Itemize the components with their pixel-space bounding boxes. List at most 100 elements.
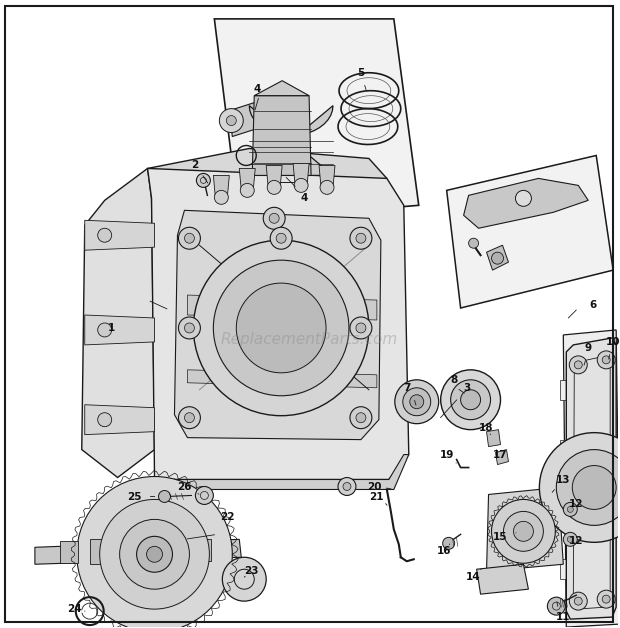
Circle shape — [572, 465, 616, 509]
Circle shape — [215, 190, 228, 204]
Polygon shape — [487, 430, 500, 447]
Text: 14: 14 — [466, 572, 481, 582]
Polygon shape — [239, 168, 255, 190]
Circle shape — [213, 260, 349, 396]
Polygon shape — [197, 539, 211, 561]
Polygon shape — [187, 370, 377, 387]
Circle shape — [219, 109, 243, 133]
Circle shape — [567, 506, 574, 512]
Circle shape — [179, 317, 200, 339]
Text: 15: 15 — [494, 533, 508, 543]
Circle shape — [597, 351, 615, 369]
Text: 4: 4 — [301, 193, 308, 203]
Polygon shape — [254, 81, 309, 95]
Circle shape — [184, 413, 195, 423]
Circle shape — [492, 252, 503, 264]
Circle shape — [241, 183, 254, 197]
Text: 17: 17 — [493, 450, 508, 460]
Polygon shape — [477, 564, 528, 594]
Text: 10: 10 — [606, 337, 620, 347]
Circle shape — [403, 387, 431, 416]
Polygon shape — [487, 245, 508, 270]
Text: 9: 9 — [585, 343, 592, 353]
Text: ReplacementParts.com: ReplacementParts.com — [221, 332, 397, 347]
Bar — [560, 380, 572, 400]
Circle shape — [441, 370, 500, 430]
Text: 22: 22 — [220, 512, 234, 522]
Circle shape — [184, 323, 195, 333]
Text: 24: 24 — [68, 604, 82, 614]
Circle shape — [179, 407, 200, 429]
Polygon shape — [487, 487, 564, 571]
Circle shape — [193, 241, 369, 416]
Text: 5: 5 — [357, 68, 365, 78]
Circle shape — [98, 228, 112, 242]
Circle shape — [602, 595, 610, 603]
Text: 21: 21 — [370, 492, 384, 502]
Circle shape — [136, 536, 172, 572]
Circle shape — [350, 227, 372, 249]
Text: 1: 1 — [108, 323, 115, 333]
Circle shape — [410, 395, 423, 409]
Circle shape — [574, 361, 582, 369]
Circle shape — [569, 592, 587, 610]
Circle shape — [236, 283, 326, 373]
Circle shape — [515, 190, 531, 207]
Polygon shape — [252, 95, 311, 175]
Circle shape — [513, 521, 533, 541]
Bar — [600, 380, 612, 400]
Circle shape — [179, 227, 200, 249]
Circle shape — [226, 116, 236, 126]
Polygon shape — [249, 106, 333, 175]
Circle shape — [569, 356, 587, 374]
Text: 11: 11 — [556, 612, 570, 622]
Polygon shape — [90, 539, 108, 564]
Text: 4: 4 — [254, 84, 261, 94]
Circle shape — [184, 233, 195, 243]
Circle shape — [320, 180, 334, 194]
Circle shape — [338, 477, 356, 495]
Polygon shape — [229, 102, 257, 136]
Text: 25: 25 — [127, 492, 142, 502]
Polygon shape — [566, 338, 616, 619]
Circle shape — [356, 413, 366, 423]
Text: 19: 19 — [440, 450, 454, 460]
Polygon shape — [464, 178, 588, 228]
Circle shape — [564, 502, 577, 516]
Circle shape — [223, 557, 266, 601]
Text: 20: 20 — [366, 482, 381, 492]
Circle shape — [469, 238, 479, 248]
Circle shape — [77, 477, 232, 628]
Circle shape — [197, 173, 210, 187]
Polygon shape — [293, 163, 309, 185]
Circle shape — [547, 597, 565, 615]
Circle shape — [267, 180, 281, 194]
Circle shape — [294, 178, 308, 192]
Polygon shape — [319, 165, 335, 187]
Circle shape — [100, 499, 210, 609]
Polygon shape — [60, 541, 78, 563]
Bar — [560, 440, 572, 460]
Text: 8: 8 — [450, 375, 458, 385]
Circle shape — [451, 380, 490, 420]
Circle shape — [492, 499, 556, 563]
Polygon shape — [148, 148, 387, 198]
Circle shape — [343, 482, 351, 490]
Bar — [600, 499, 612, 519]
Circle shape — [567, 536, 574, 543]
Circle shape — [356, 323, 366, 333]
Bar — [560, 499, 572, 519]
Polygon shape — [213, 175, 229, 197]
Polygon shape — [85, 315, 154, 345]
Circle shape — [120, 519, 190, 589]
Circle shape — [98, 413, 112, 426]
Circle shape — [503, 511, 543, 551]
Text: 2: 2 — [191, 160, 198, 170]
Circle shape — [461, 390, 480, 409]
Bar — [560, 560, 572, 579]
Circle shape — [443, 538, 454, 550]
Circle shape — [539, 433, 620, 543]
Circle shape — [264, 207, 285, 229]
Text: 12: 12 — [569, 499, 583, 509]
Text: 6: 6 — [590, 300, 597, 310]
